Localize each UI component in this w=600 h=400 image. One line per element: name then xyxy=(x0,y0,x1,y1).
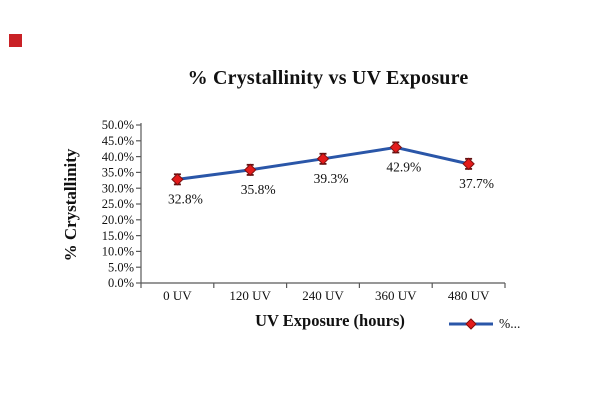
data-point-marker xyxy=(171,173,184,186)
y-tick-label: 5.0% xyxy=(108,260,134,274)
data-point-marker xyxy=(316,152,330,166)
y-tick-label: 50.0% xyxy=(102,118,134,132)
data-point-marker xyxy=(389,141,403,154)
y-tick-label: 25.0% xyxy=(102,197,134,211)
y-tick-label: 15.0% xyxy=(102,229,134,243)
y-tick-label: 10.0% xyxy=(102,245,134,259)
y-tick-label: 20.0% xyxy=(102,213,134,227)
data-label: 42.9% xyxy=(386,159,421,174)
legend-series-key-icon xyxy=(449,318,493,330)
legend-label: %... xyxy=(499,316,521,331)
y-tick-label: 35.0% xyxy=(102,166,134,180)
data-label: 35.8% xyxy=(241,182,276,197)
x-category-label: 0 UV xyxy=(163,288,192,303)
data-point-marker xyxy=(243,163,257,177)
x-category-label: 360 UV xyxy=(375,288,417,303)
x-axis-title: UV Exposure (hours) xyxy=(255,311,405,330)
data-label: 39.3% xyxy=(314,171,349,186)
data-point-marker xyxy=(462,157,475,171)
y-tick-label: 30.0% xyxy=(102,181,134,195)
data-label: 32.8% xyxy=(168,191,203,206)
x-category-label: 480 UV xyxy=(448,288,490,303)
x-category-label: 240 UV xyxy=(302,288,344,303)
y-tick-label: 45.0% xyxy=(102,134,134,148)
y-tick-label: 0.0% xyxy=(108,276,134,290)
data-label: 37.7% xyxy=(459,176,494,191)
x-category-label: 120 UV xyxy=(229,288,271,303)
chart-title: % Crystallinity vs UV Exposure xyxy=(187,67,469,89)
legend: %... xyxy=(448,316,520,332)
red-square-artifact xyxy=(9,34,22,47)
y-tick-label: 40.0% xyxy=(102,150,134,164)
